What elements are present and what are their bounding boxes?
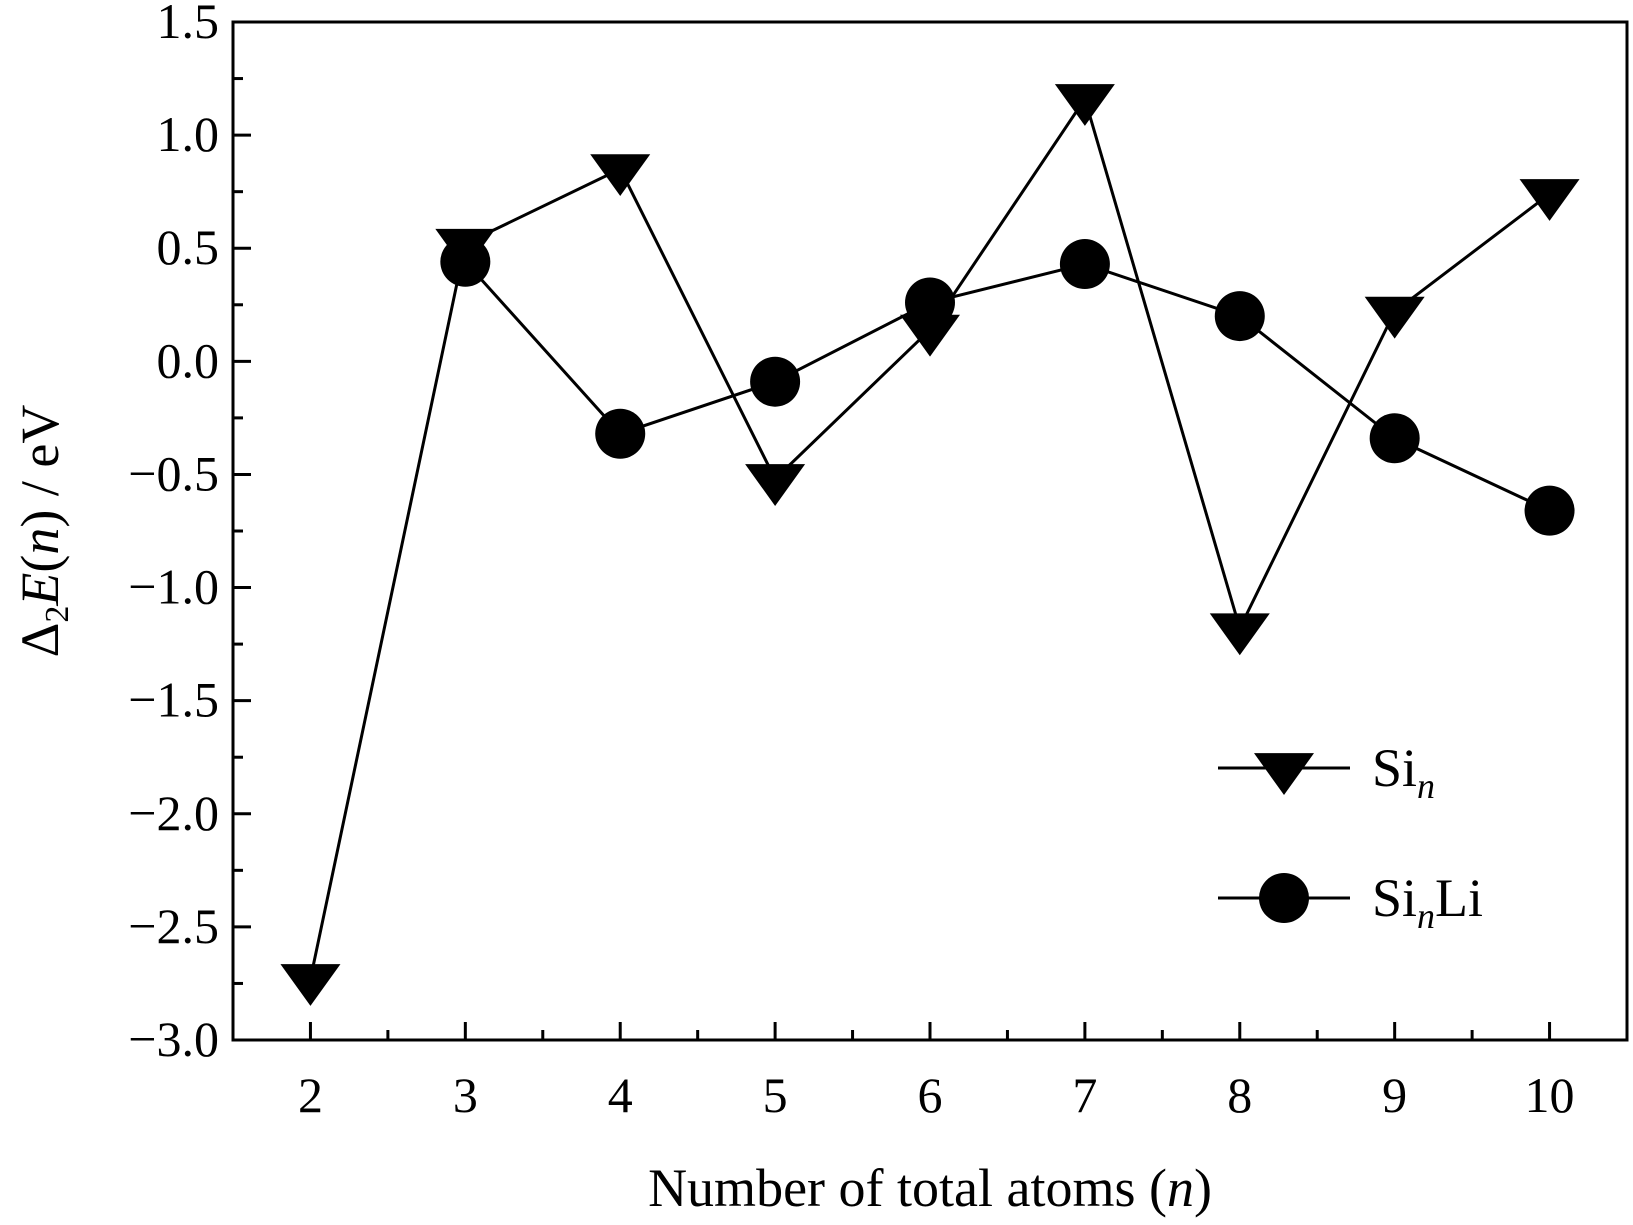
y-tick-label: −2.0 — [128, 785, 219, 841]
x-tick-label: 5 — [763, 1067, 788, 1123]
x-tick-label: 7 — [1072, 1067, 1097, 1123]
series-line-1 — [308, 95, 1551, 980]
series-2-point — [750, 356, 801, 407]
series-2-point — [595, 408, 646, 459]
series-2-point — [440, 236, 491, 287]
plot-area: 1.5 1.0 0.5 0.0 −0.5 −1.0 −1.5 −2.0 −2.5 −3.0 2 3 4 5… — [128, 0, 1629, 1123]
y-tick-label: 0.0 — [157, 332, 220, 388]
y-axis-title-sub: 2 — [39, 606, 76, 623]
x-tick-label: 2 — [298, 1067, 323, 1123]
x-axis-title-suffix: ) — [1194, 1158, 1212, 1218]
y-tick-label: −3.0 — [128, 1011, 219, 1067]
legend-marker-triangle — [1254, 753, 1314, 795]
y-tick-label: −0.5 — [128, 445, 219, 501]
y-axis-title-delta: Δ — [10, 623, 70, 658]
y-tick-label: 1.0 — [157, 106, 220, 162]
y-axis-title-var2: n — [10, 528, 70, 555]
y-tick-label: 0.5 — [157, 219, 220, 275]
y-axis-title-paren-open: ( — [10, 555, 70, 573]
x-tick-label: 8 — [1227, 1067, 1252, 1123]
x-axis-title-text: Number of total atoms ( — [648, 1158, 1167, 1218]
plot-frame — [231, 20, 1629, 1042]
x-axis-title: Number of total atoms (n) — [648, 1158, 1212, 1218]
legend-label: SinLi — [1372, 868, 1483, 936]
y-axis-title: Δ2E(n) / eV — [10, 405, 76, 658]
series-1-point — [1364, 296, 1425, 339]
series-2-point — [1524, 485, 1575, 536]
series-2-point — [1059, 239, 1110, 290]
legend-marker-circle — [1259, 873, 1309, 923]
y-tick-label: 1.5 — [157, 0, 220, 49]
series-2-point — [1214, 291, 1265, 342]
x-tick-label: 9 — [1382, 1067, 1407, 1123]
series-1-point — [900, 314, 960, 357]
x-tick-label: 10 — [1525, 1067, 1575, 1123]
legend-label-sub: n — [1417, 896, 1435, 936]
series-1-point — [745, 464, 806, 506]
y-tick-label: −2.5 — [128, 898, 219, 954]
y-axis-title-unit: ) / eV — [10, 405, 70, 528]
y-tick-label: −1.0 — [128, 559, 219, 615]
legend-label-sub: n — [1417, 766, 1435, 806]
legend-label-tail: Li — [1435, 868, 1483, 928]
x-axis-title-var: n — [1167, 1158, 1194, 1218]
series-1-point — [1054, 84, 1115, 126]
series-1-point — [590, 154, 651, 197]
series-1-point — [1519, 179, 1580, 221]
x-tick-label: 4 — [608, 1067, 633, 1123]
y-tick-label: −1.5 — [128, 672, 219, 728]
series-1-point — [1209, 613, 1270, 656]
legend-label-base: Si — [1372, 738, 1417, 798]
x-tick-label: 6 — [918, 1067, 943, 1123]
series-2-point — [905, 277, 955, 328]
legend-label-base: Si — [1372, 868, 1417, 928]
y-axis-title-var1: E — [10, 573, 70, 607]
legend-label: Sin — [1372, 738, 1435, 806]
x-tick-label: 3 — [453, 1067, 478, 1123]
series-2-point — [1369, 413, 1420, 464]
series-line-2 — [464, 260, 1551, 512]
series-1-point — [280, 964, 341, 1006]
